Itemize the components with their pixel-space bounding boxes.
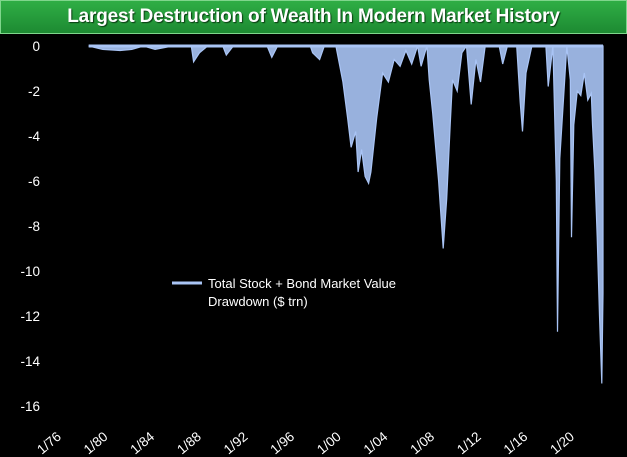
chart-title: Largest Destruction of Wealth In Modern …: [67, 6, 560, 27]
x-tick-label: 1/04: [361, 428, 391, 457]
x-tick-label: 1/08: [407, 429, 437, 457]
y-tick-label: -6: [28, 174, 40, 189]
x-tick-label: 1/76: [34, 429, 64, 457]
x-tick-label: 1/00: [314, 429, 344, 457]
y-tick-label: -8: [28, 219, 40, 234]
y-tick-label: -10: [20, 264, 40, 279]
y-tick-label: -14: [20, 354, 40, 369]
legend-label: Total Stock + Bond Market Value Drawdown …: [208, 276, 396, 309]
x-tick-label: 1/80: [81, 429, 111, 457]
y-tick-label: -16: [20, 399, 40, 414]
y-axis-ticks: 0 -2 -4 -6 -8 -10 -12 -14 -16: [20, 39, 40, 414]
y-tick-label: -12: [20, 309, 40, 324]
x-tick-label: 1/88: [174, 429, 204, 457]
x-tick-label: 1/16: [501, 429, 531, 457]
x-tick-label: 1/92: [221, 429, 251, 457]
y-tick-label: 0: [32, 39, 40, 54]
y-tick-label: -2: [28, 84, 40, 99]
legend: Total Stock + Bond Market Value Drawdown …: [172, 276, 396, 309]
chart-title-banner: Largest Destruction of Wealth In Modern …: [0, 0, 627, 34]
x-tick-label: 1/12: [454, 429, 484, 457]
x-tick-label: 1/84: [127, 428, 157, 457]
x-tick-label: 1/96: [267, 429, 297, 457]
series-layer: [88, 44, 604, 384]
series-area-0: [88, 44, 604, 384]
x-tick-label: 1/20: [547, 429, 577, 457]
y-tick-label: -4: [28, 129, 40, 144]
x-axis-ticks: 1/76 1/80 1/84 1/88 1/92 1/96 1/00 1/04 1/08 1/12…: [34, 428, 577, 457]
